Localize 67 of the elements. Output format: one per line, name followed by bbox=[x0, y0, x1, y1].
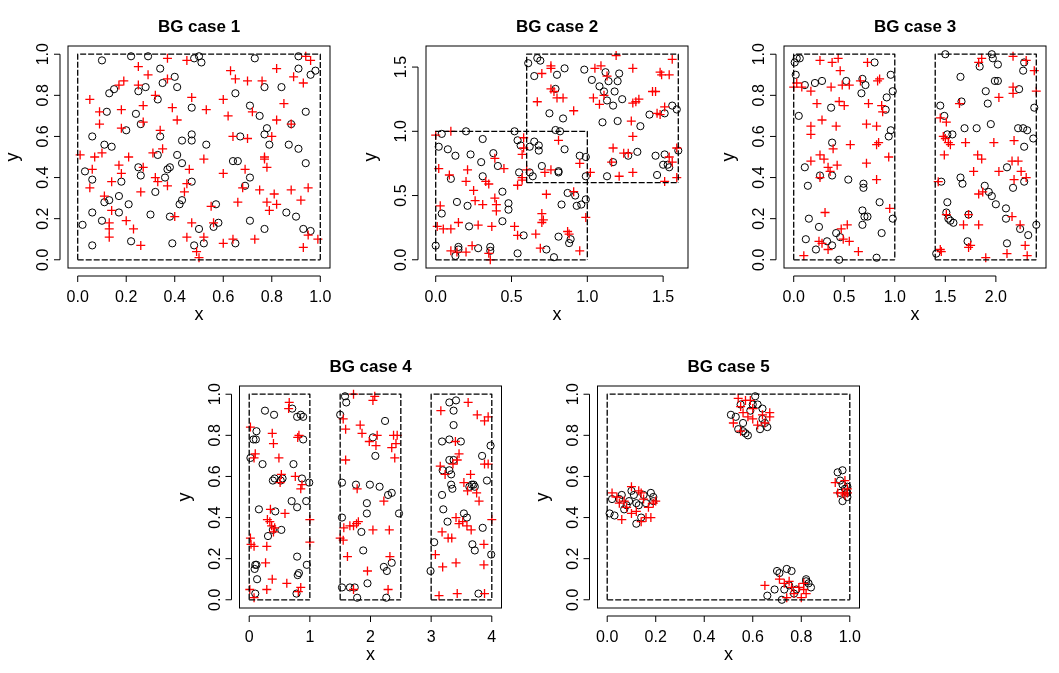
x-tick-label: 0.5 bbox=[500, 288, 523, 305]
x-tick-label: 0.8 bbox=[260, 288, 283, 305]
chart-title: BG case 1 bbox=[157, 17, 241, 36]
y-tick-label: 0.4 bbox=[750, 166, 767, 189]
y-tick-label: 0.5 bbox=[392, 184, 409, 207]
x-tick-label: 0.4 bbox=[693, 628, 716, 645]
x-axis-title: x bbox=[194, 304, 204, 324]
x-axis-title: x bbox=[366, 644, 375, 664]
x-tick-label: 0.4 bbox=[163, 288, 186, 305]
y-tick-label: 0.0 bbox=[750, 248, 767, 271]
x-tick-label: 0.0 bbox=[782, 288, 805, 305]
x-tick-label: 0.0 bbox=[596, 628, 619, 645]
chart-title: BG case 3 bbox=[873, 17, 957, 36]
y-tick-label: 1.0 bbox=[205, 383, 223, 406]
y-tick-label: 1.5 bbox=[392, 55, 409, 79]
y-axis-title: y bbox=[718, 152, 738, 162]
y-axis-title: y bbox=[2, 152, 22, 162]
y-tick-label: 0.6 bbox=[563, 465, 581, 488]
y-tick-label: 0.0 bbox=[34, 248, 51, 271]
x-tick-label: 2.0 bbox=[984, 288, 1008, 305]
x-axis-title: x bbox=[910, 304, 920, 324]
y-tick-label: 0.8 bbox=[34, 84, 51, 107]
x-tick-label: 0.8 bbox=[790, 628, 813, 645]
x-tick-label: 0 bbox=[244, 628, 254, 645]
chart-title: BG case 2 bbox=[515, 17, 599, 36]
x-tick-label: 1 bbox=[305, 628, 315, 645]
y-tick-label: 0.6 bbox=[750, 125, 767, 148]
x-tick-label: 0.2 bbox=[644, 628, 667, 645]
x-tick-label: 4 bbox=[487, 628, 497, 645]
y-tick-label: 0.6 bbox=[205, 465, 223, 488]
y-axis-title: y bbox=[173, 492, 194, 502]
y-axis-title: y bbox=[360, 152, 380, 162]
y-tick-label: 0.2 bbox=[750, 207, 767, 230]
x-tick-label: 1.0 bbox=[838, 628, 862, 645]
y-tick-label: 0.2 bbox=[205, 547, 223, 570]
y-tick-label: 0.0 bbox=[563, 588, 581, 611]
x-tick-label: 1.5 bbox=[934, 288, 957, 305]
y-axis-title: y bbox=[531, 492, 552, 502]
x-tick-label: 1.0 bbox=[883, 288, 906, 305]
chart-title: BG case 5 bbox=[687, 357, 770, 376]
y-tick-label: 0.8 bbox=[563, 424, 581, 447]
x-tick-label: 0.2 bbox=[115, 288, 138, 305]
y-tick-label: 0.8 bbox=[205, 424, 223, 447]
x-tick-label: 0.0 bbox=[66, 288, 89, 305]
y-tick-label: 0.4 bbox=[563, 506, 581, 529]
y-tick-label: 1.0 bbox=[750, 43, 767, 66]
y-tick-label: 0.2 bbox=[34, 207, 51, 230]
y-tick-label: 1.0 bbox=[563, 383, 581, 406]
x-tick-label: 3 bbox=[426, 628, 436, 645]
y-tick-label: 0.8 bbox=[750, 84, 767, 107]
x-tick-label: 1.5 bbox=[652, 288, 675, 305]
y-tick-label: 1.0 bbox=[392, 120, 409, 143]
x-tick-label: 0.5 bbox=[833, 288, 856, 305]
x-axis-title: x bbox=[724, 644, 733, 664]
x-axis-title: x bbox=[552, 304, 562, 324]
y-tick-label: 0.0 bbox=[205, 588, 223, 611]
y-tick-label: 0.4 bbox=[34, 166, 51, 189]
y-tick-label: 0.0 bbox=[392, 248, 409, 271]
y-tick-label: 1.0 bbox=[34, 43, 51, 66]
x-tick-label: 1.0 bbox=[576, 288, 599, 305]
x-tick-label: 2 bbox=[366, 628, 376, 645]
y-tick-label: 0.4 bbox=[205, 506, 223, 529]
x-tick-label: 0.0 bbox=[424, 288, 447, 305]
y-tick-label: 0.2 bbox=[563, 547, 581, 570]
x-tick-label: 1.0 bbox=[309, 288, 332, 305]
y-tick-label: 0.6 bbox=[34, 125, 51, 148]
chart-title: BG case 4 bbox=[329, 357, 413, 376]
